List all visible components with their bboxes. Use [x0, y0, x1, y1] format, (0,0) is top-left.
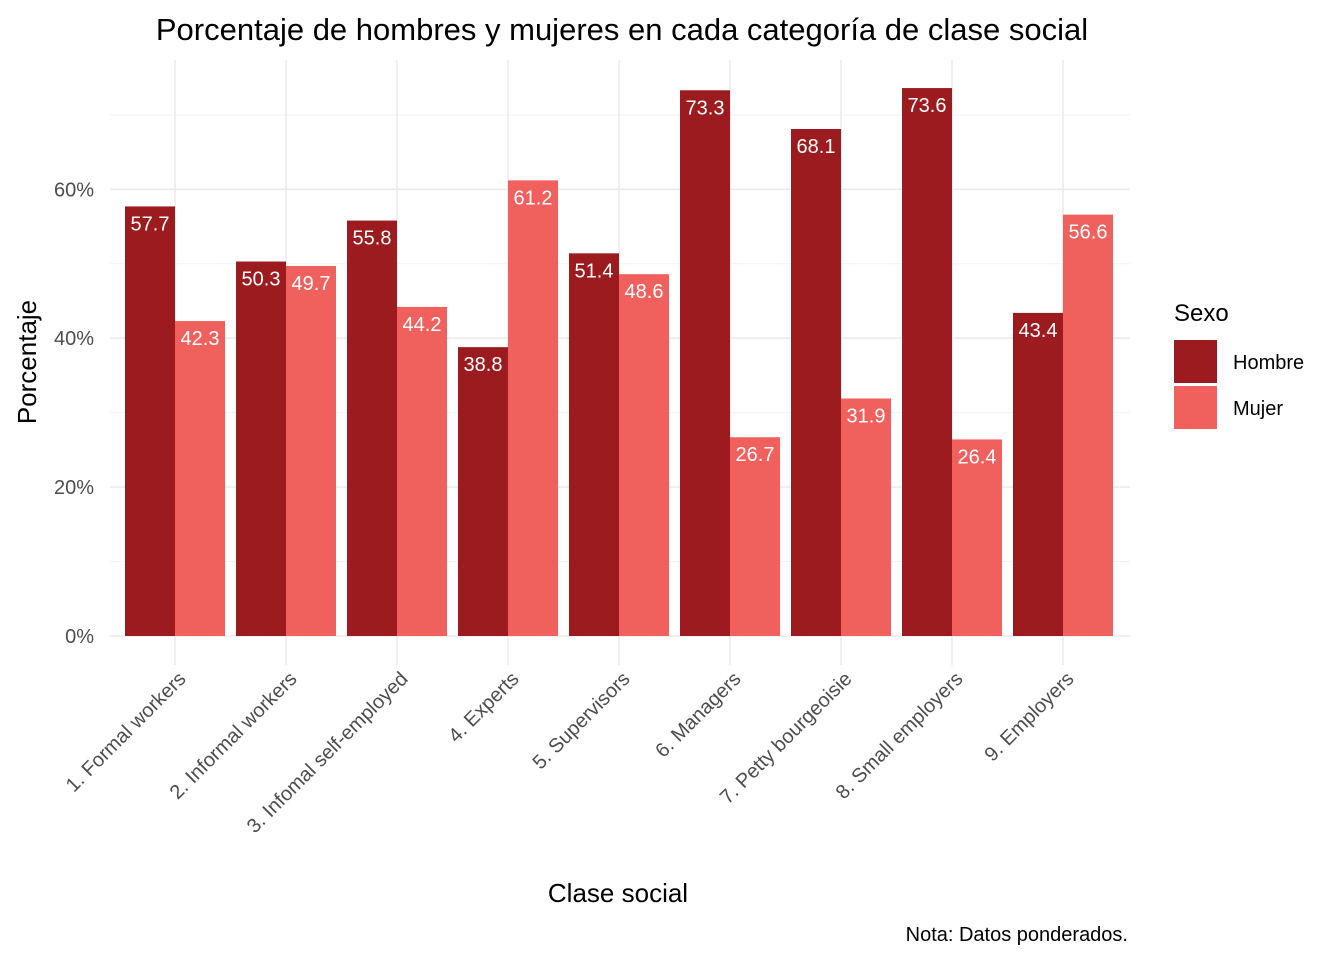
bar-value-label: 50.3	[242, 269, 281, 291]
x-tick-label: 8. Small employers	[832, 668, 968, 804]
legend-swatch-hombre	[1174, 340, 1217, 383]
bar-value-label: 48.6	[625, 281, 664, 303]
bar-value-label: 61.2	[514, 187, 553, 209]
x-tick-label: 9. Employers	[980, 668, 1078, 766]
bar-hombre-8	[902, 88, 952, 637]
bar-value-label: 38.8	[464, 354, 503, 376]
bar-mujer-9	[1063, 214, 1113, 636]
legend-items: Hombre Mujer	[1174, 340, 1304, 429]
bar-mujer-5	[619, 274, 669, 636]
bar-value-label: 68.1	[797, 136, 836, 158]
bar-mujer-6	[730, 437, 780, 636]
bar-hombre-2	[236, 261, 286, 636]
bar-value-label: 49.7	[292, 273, 331, 295]
caption: Nota: Datos ponderados.	[906, 924, 1128, 946]
bar-value-label: 73.3	[686, 97, 725, 119]
bar-labels: 57.7 50.3 55.8 38.8 51.4 73.3 68.1 73.6 43.4 42.3…	[131, 95, 1108, 468]
x-tick-label: 5. Supervisors	[529, 668, 635, 774]
legend-swatch-mujer	[1174, 386, 1217, 429]
bar-value-label: 26.4	[958, 446, 997, 468]
x-tick-label: 4. Experts	[444, 668, 523, 747]
bar-value-label: 73.6	[908, 95, 947, 117]
bar-mujer-8	[952, 439, 1002, 636]
legend-title: Sexo	[1174, 300, 1229, 327]
bar-value-label: 56.6	[1069, 222, 1108, 244]
bar-value-label: 44.2	[403, 314, 442, 336]
legend-label-hombre: Hombre	[1233, 352, 1304, 374]
chart-title: Porcentaje de hombres y mujeres en cada …	[156, 12, 1088, 47]
bar-value-label: 31.9	[847, 406, 886, 428]
y-tick-label: 40%	[54, 328, 94, 350]
bar-hombre-9	[1013, 312, 1063, 636]
x-axis-title: Clase social	[548, 878, 688, 908]
bar-mujer-7	[841, 398, 891, 636]
y-axis-title: Porcentaje	[12, 300, 42, 424]
bar-mujer-4	[508, 180, 558, 636]
bar-value-label: 57.7	[131, 213, 170, 235]
bar-hombre-7	[791, 128, 841, 637]
bar-mujer-1	[175, 321, 225, 636]
x-tick-label: 1. Formal workers	[62, 668, 191, 797]
bar-hombre-1	[125, 206, 175, 636]
bar-value-label: 51.4	[575, 260, 614, 282]
bar-hombre-3	[347, 220, 397, 636]
bar-value-label: 26.7	[736, 444, 775, 466]
bar-value-label: 55.8	[353, 228, 392, 250]
legend: Sexo Hombre Mujer	[1174, 300, 1304, 429]
bar-mujer-3	[397, 306, 447, 636]
bar-value-label: 42.3	[181, 328, 220, 350]
bar-hombre-4	[458, 347, 508, 636]
y-tick-label: 0%	[65, 626, 94, 648]
bar-mujer-2	[286, 265, 336, 636]
y-axis: 0% 20% 40% 60%	[54, 179, 94, 648]
x-tick-label: 6. Managers	[651, 668, 745, 762]
bar-value-label: 43.4	[1019, 320, 1058, 342]
y-tick-label: 20%	[54, 477, 94, 499]
legend-label-mujer: Mujer	[1233, 398, 1283, 420]
y-tick-label: 60%	[54, 179, 94, 201]
bar-hombre-5	[569, 253, 619, 636]
bar-hombre-6	[680, 90, 730, 637]
bars	[125, 88, 1113, 637]
